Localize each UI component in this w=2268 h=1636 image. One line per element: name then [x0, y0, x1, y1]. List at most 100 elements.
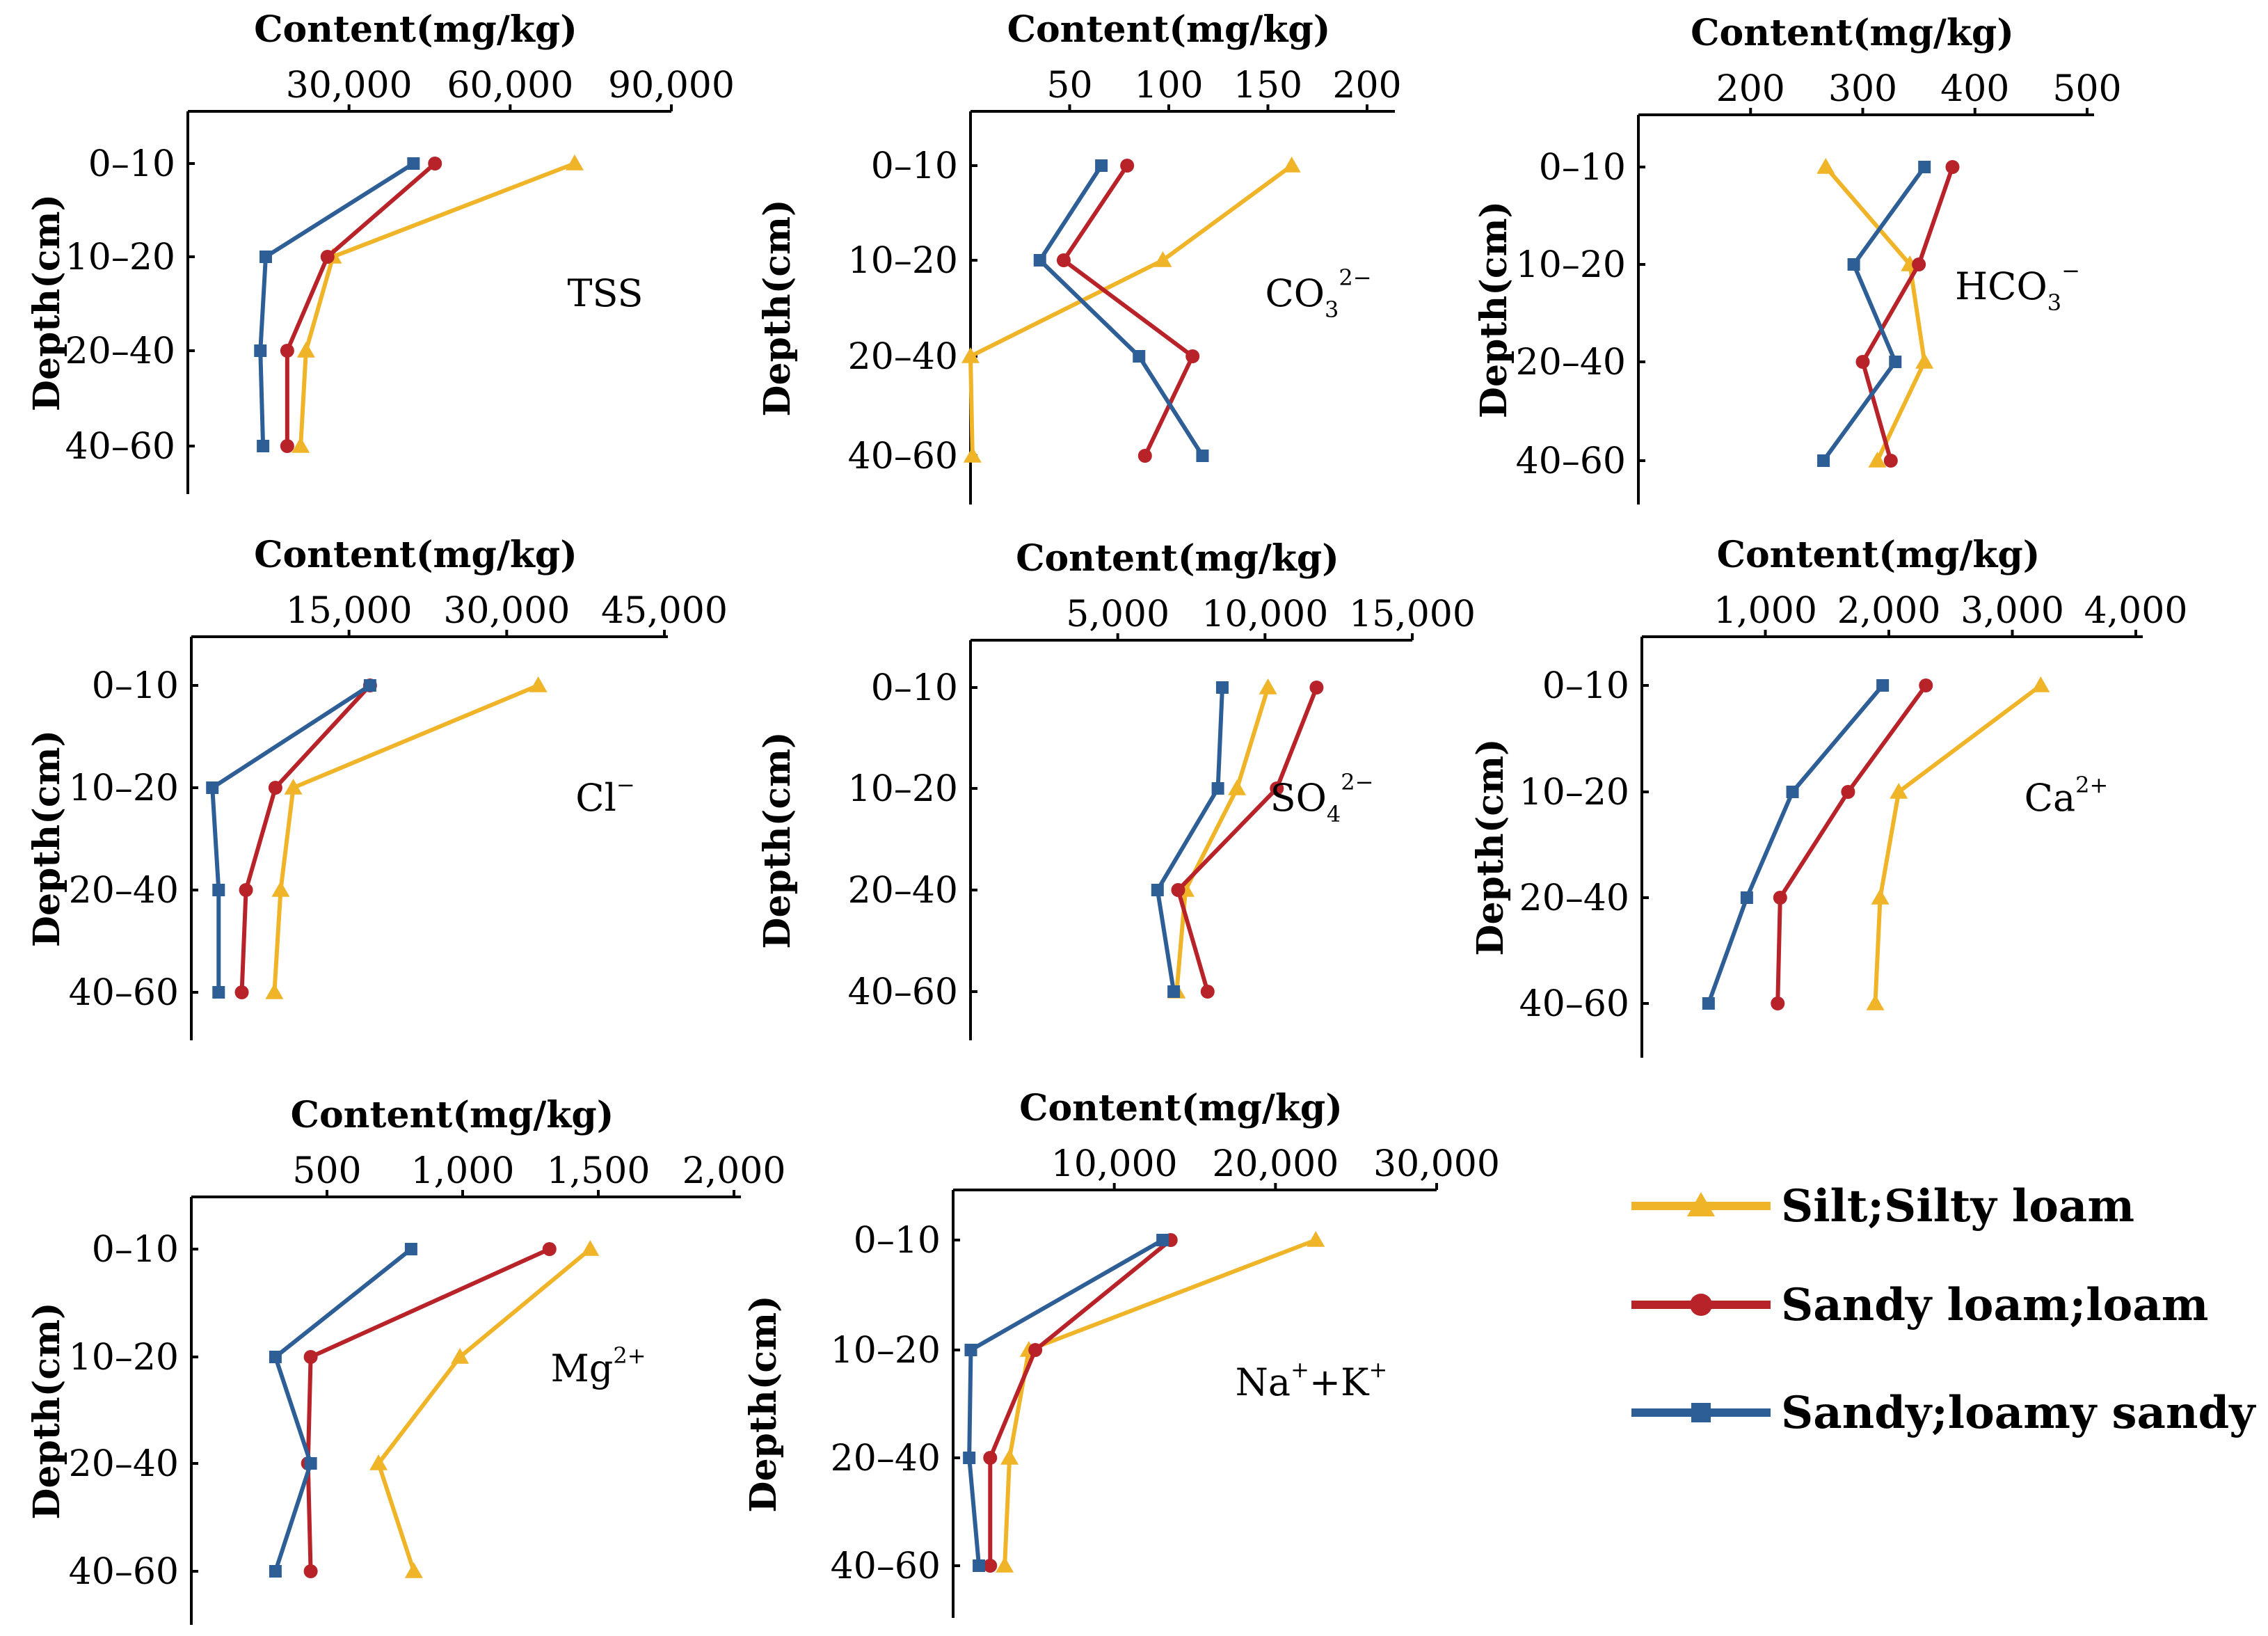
series-line-sandy-loam-loam: [1775, 684, 1928, 1004]
x-tick-label: 10,000: [1051, 1143, 1178, 1185]
data-point-sandy-loam-loam: [1855, 355, 1870, 369]
data-point-silt-silty-loam: [1259, 678, 1277, 694]
series-line-sandy-loam-loam: [988, 1238, 1172, 1566]
x-axis-title: Content(mg/kg): [1717, 534, 2041, 576]
data-point-silt-silty-loam: [296, 342, 315, 358]
data-point-sandy-loam-loam: [1120, 159, 1135, 173]
data-point-sandy-loam-loam: [1056, 253, 1071, 267]
data-point-silt-silty-loam: [2031, 676, 2050, 692]
data-point-sandy-loam-loam: [1309, 681, 1324, 694]
data-point-sandy-loam-loam: [234, 985, 249, 999]
data-point-sandy-loamy-sandy: [1196, 450, 1209, 462]
series-line-silt-silty-loam: [1824, 166, 1927, 462]
panel-ca: 1,000 2,000 3,000 4,000 Content(mg/kg) 0–10 10…: [1469, 534, 2187, 1058]
data-point-sandy-loamy-sandy: [212, 884, 225, 896]
y-axis-title: Depth(cm): [1473, 201, 1515, 418]
y-tick-label: 40–60: [831, 1546, 941, 1587]
y-tick-label: 0–10: [92, 1229, 179, 1271]
y-tick-label: 20–40: [69, 870, 179, 912]
x-tick-label: 1,000: [411, 1150, 515, 1192]
data-point-sandy-loamy-sandy: [1702, 997, 1715, 1010]
data-point-silt-silty-loam: [529, 676, 548, 692]
y-tick-label: 10–20: [831, 1330, 941, 1372]
series-line-sandy-loam-loam: [305, 1247, 551, 1572]
y-tick-label: 0–10: [1542, 665, 1629, 707]
y-tick-label: 40–60: [848, 971, 958, 1013]
series-line-sandy-loam-loam: [1860, 166, 1955, 461]
legend-label: Silt;Silty loam: [1781, 1180, 2134, 1232]
x-tick-label: 4,000: [2084, 590, 2188, 632]
data-point-sandy-loam-loam: [1841, 785, 1855, 799]
x-axis-title: Content(mg/kg): [254, 8, 577, 51]
data-point-silt-silty-loam: [1228, 779, 1247, 795]
x-tick-label: 90,000: [608, 65, 735, 106]
y-tick-label: 10–20: [1519, 772, 1629, 813]
y-axis-title: Depth(cm): [26, 194, 68, 411]
series-line-sandy-loam-loam: [239, 683, 372, 993]
panel-cl: 15,000 30,000 45,000 Content(mg/kg) 0–10 10–2…: [26, 534, 728, 1040]
data-point-silt-silty-loam: [1871, 889, 1890, 905]
y-tick-label: 40–60: [69, 1551, 179, 1593]
y-tick-label: 20–40: [848, 336, 958, 378]
data-point-sandy-loam-loam: [1883, 454, 1898, 468]
data-point-sandy-loamy-sandy: [212, 986, 225, 999]
data-point-sandy-loam-loam: [1919, 678, 1933, 692]
y-tick-label: 40–60: [1516, 440, 1626, 482]
x-tick-label: 20,000: [1212, 1143, 1339, 1185]
series-line-silt-silty-loam: [298, 161, 576, 447]
y-tick-label: 20–40: [69, 1443, 179, 1485]
x-axis-title: Content(mg/kg): [1016, 537, 1339, 580]
x-tick-label: 2,000: [1837, 590, 1941, 632]
series-line-sandy-loamy-sandy: [258, 161, 415, 447]
data-point-silt-silty-loam: [292, 437, 310, 453]
data-point-sandy-loamy-sandy: [1215, 681, 1229, 694]
data-point-silt-silty-loam: [369, 1454, 388, 1470]
y-tick-label: 10–20: [848, 240, 958, 282]
panel-label: TSS: [567, 271, 643, 315]
data-point-sandy-loam-loam: [1773, 891, 1787, 905]
data-point-sandy-loamy-sandy: [257, 440, 270, 452]
x-axis-title: Content(mg/kg): [1007, 8, 1331, 51]
data-point-silt-silty-loam: [1153, 251, 1172, 267]
data-point-sandy-loam-loam: [320, 250, 335, 264]
x-tick-label: 60,000: [447, 65, 573, 106]
data-point-silt-silty-loam: [1915, 353, 1934, 369]
data-point-sandy-loamy-sandy: [1211, 782, 1224, 795]
data-point-silt-silty-loam: [284, 779, 303, 795]
y-tick-label: 20–40: [848, 870, 958, 912]
data-point-sandy-loamy-sandy: [1876, 679, 1890, 692]
x-tick-label: 400: [1940, 68, 2009, 110]
panel-hco: 200 300 400 500 Content(mg/kg) 0–10 10–20 20–40…: [1473, 12, 2122, 505]
data-point-sandy-loamy-sandy: [304, 1457, 317, 1470]
x-tick-label: 2,000: [682, 1150, 786, 1192]
series-line-sandy-loamy-sandy: [1155, 687, 1224, 992]
y-axis-title: Depth(cm): [26, 730, 68, 947]
x-tick-label: 150: [1233, 65, 1302, 106]
series-line-silt-silty-loam: [376, 1247, 592, 1572]
y-tick-label: 10–20: [69, 768, 179, 809]
y-tick-label: 20–40: [1516, 342, 1626, 383]
data-point-sandy-loamy-sandy: [1918, 161, 1931, 173]
y-tick-label: 20–40: [831, 1438, 941, 1479]
data-point-sandy-loam-loam: [1137, 449, 1152, 463]
y-tick-label: 0–10: [1539, 147, 1626, 189]
data-point-sandy-loamy-sandy: [1156, 1234, 1169, 1246]
data-point-sandy-loam-loam: [983, 1559, 998, 1573]
data-point-sandy-loamy-sandy: [1786, 786, 1799, 798]
panel-label: Ca2+: [2025, 772, 2109, 820]
data-point-silt-silty-loam: [265, 983, 284, 999]
data-point-sandy-loamy-sandy: [363, 679, 376, 692]
data-point-sandy-loamy-sandy: [269, 1351, 282, 1363]
data-point-sandy-loam-loam: [1270, 781, 1284, 795]
x-tick-label: 10,000: [1201, 594, 1328, 635]
data-point-sandy-loam-loam: [428, 157, 442, 170]
series-line-sandy-loamy-sandy: [967, 1238, 1164, 1566]
data-point-silt-silty-loam: [1000, 1449, 1019, 1465]
series-line-sandy-loamy-sandy: [273, 1247, 413, 1572]
y-tick-label: 0–10: [88, 143, 175, 185]
y-tick-label: 10–20: [1516, 244, 1626, 286]
x-axis-title: Content(mg/kg): [1691, 12, 2014, 54]
x-axis-title: Content(mg/kg): [1019, 1087, 1343, 1129]
